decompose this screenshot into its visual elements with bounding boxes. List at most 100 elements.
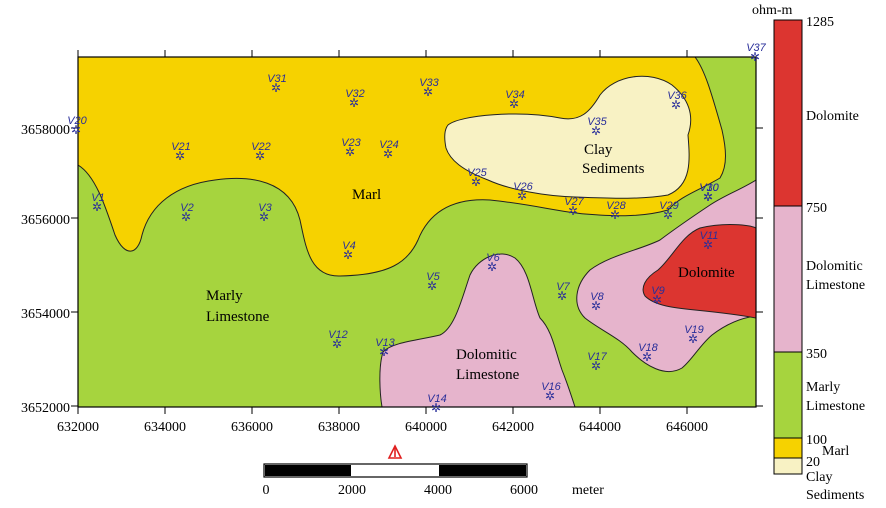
legend-class-dolomite: Dolomite (806, 109, 859, 124)
station-label: V13 (375, 337, 395, 349)
station-marker: ✲V12 (328, 329, 348, 351)
scale-label: 6000 (510, 483, 538, 498)
station-star-icon: ✲ (487, 260, 497, 274)
marly-limestone-label-line1: Marly (206, 288, 243, 304)
station-label: V2 (180, 202, 193, 214)
y-tick-label: 3652000 (21, 401, 70, 416)
station-marker: ✲V11 (700, 230, 719, 252)
station-star-icon: ✲ (591, 124, 601, 138)
station-star-icon: ✲ (688, 332, 698, 346)
station-marker: ✲V10 (699, 182, 719, 204)
x-tick-label: 632000 (57, 420, 99, 435)
station-marker: ✲V14 (427, 393, 447, 415)
zone-marl (78, 57, 726, 277)
clay-label-line1: Clay (584, 142, 613, 158)
station-label: V28 (606, 200, 626, 212)
dolomitic-limestone-label-line1: Dolomitic (456, 347, 517, 363)
station-star-icon: ✲ (750, 50, 760, 64)
station-label: V24 (379, 139, 399, 151)
station-marker: ✲V9 (651, 285, 664, 307)
x-axis-labels: 632000 634000 636000 638000 640000 64200… (57, 420, 708, 435)
station-marker: ✲V33 (419, 77, 439, 99)
station-marker: ✲V6 (486, 252, 500, 274)
station-label: V6 (486, 252, 500, 264)
station-label: V20 (67, 115, 87, 127)
station-marker: ✲V3 (258, 202, 272, 224)
station-marker: ✲V2 (180, 202, 193, 224)
station-label: V36 (667, 90, 687, 102)
station-marker: ✲V27 (564, 196, 584, 218)
zone-clay-sediments (444, 75, 692, 199)
station-star-icon: ✲ (703, 190, 713, 204)
map-frame (77, 56, 757, 408)
color-legend: ohm-m 1285 750 350 100 20 Dolomite Dolom… (752, 3, 865, 503)
station-star-icon: ✲ (175, 149, 185, 163)
zone-labels: Marl Clay Sediments Marly Limestone Dolo… (206, 142, 735, 383)
legend-value: 750 (806, 201, 827, 216)
station-marker: ✲V19 (684, 324, 704, 346)
station-star-icon: ✲ (517, 189, 527, 203)
station-star-icon: ✲ (431, 401, 441, 415)
station-label: V10 (699, 182, 719, 194)
x-tick-label: 646000 (666, 420, 708, 435)
station-marker: ✲V23 (341, 137, 361, 159)
station-star-icon: ✲ (71, 123, 81, 137)
legend-unit: ohm-m (752, 3, 793, 18)
map-zones (78, 57, 756, 407)
x-tick-label: 636000 (231, 420, 273, 435)
station-star-icon: ✲ (703, 190, 713, 204)
north-arrow-icon (387, 444, 403, 459)
station-marker: ✲V13 (375, 337, 395, 359)
station-star-icon: ✲ (568, 204, 578, 218)
station-star-icon: ✲ (92, 200, 102, 214)
station-label: V37 (746, 42, 766, 54)
station-star-icon: ✲ (423, 85, 433, 99)
station-marker: ✲V37 (746, 42, 766, 64)
x-tick-label: 644000 (579, 420, 621, 435)
station-label: V16 (541, 381, 561, 393)
station-marker: ✲V34 (505, 89, 525, 111)
station-label: V14 (427, 393, 447, 405)
station-marker: ✲V18 (638, 342, 658, 364)
zone-dolomitic-limestone-south (379, 253, 576, 407)
legend-swatch-marly-limestone (773, 351, 803, 439)
station-label: V35 (587, 116, 607, 128)
station-marker: ✲V4 (342, 240, 355, 262)
scale-label: 4000 (424, 483, 452, 498)
dolomitic-limestone-label-line2: Limestone (456, 367, 520, 383)
station-label: V12 (328, 329, 348, 341)
station-star-icon: ✲ (471, 175, 481, 189)
vertical-electrical-sounding-stations: ✲V1✲V2✲V3✲V4✲V5✲V6✲V7✲V8 ✲V9✲V10✲V11✲V12✲… (67, 42, 766, 415)
dolomite-map-label: Dolomite (678, 265, 735, 281)
station-star-icon: ✲ (703, 238, 713, 252)
legend-swatch-marl (773, 437, 803, 459)
legend-swatch-dolomitic-limestone (773, 205, 803, 353)
station-marker: ✲V20 (67, 115, 87, 137)
station-label: V25 (467, 167, 487, 179)
legend-class-marly-line2: Limestone (806, 399, 865, 414)
station-label: V11 (700, 230, 719, 242)
station-star-icon: ✲ (663, 208, 673, 222)
legend-class-marly-line1: Marly (806, 380, 840, 395)
x-tick-label: 638000 (318, 420, 360, 435)
station-label: V21 (171, 141, 191, 153)
station-star-icon: ✲ (259, 210, 269, 224)
station-star-icon: ✲ (427, 279, 437, 293)
station-marker: ✲V8 (590, 291, 604, 313)
station-label: V18 (638, 342, 658, 354)
station-marker: ✲V7 (556, 281, 570, 303)
station-star-icon: ✲ (332, 337, 342, 351)
x-tick-label: 642000 (492, 420, 534, 435)
station-marker: ✲V28 (606, 200, 626, 222)
station-star-icon: ✲ (255, 149, 265, 163)
station-label: V9 (651, 285, 664, 297)
station-label: V1 (91, 192, 104, 204)
marl-label: Marl (352, 187, 381, 203)
station-label: V26 (513, 181, 533, 193)
station-marker: ✲V32 (345, 88, 365, 110)
station-marker: ✲V36 (667, 90, 687, 112)
station-star-icon: ✲ (509, 97, 519, 111)
station-star-icon: ✲ (642, 350, 652, 364)
station-star-icon: ✲ (379, 345, 389, 359)
